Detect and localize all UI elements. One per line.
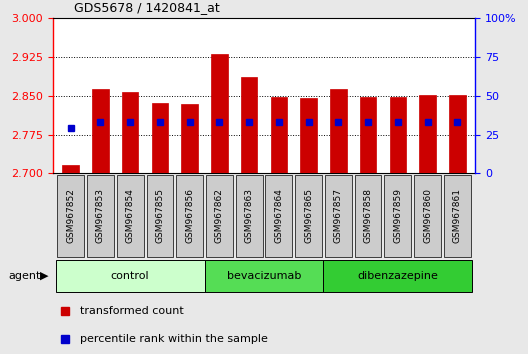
Bar <box>152 103 168 173</box>
Bar <box>360 97 376 173</box>
FancyBboxPatch shape <box>384 175 411 257</box>
FancyBboxPatch shape <box>206 175 233 257</box>
Text: GSM967854: GSM967854 <box>126 188 135 244</box>
FancyBboxPatch shape <box>87 175 114 257</box>
FancyBboxPatch shape <box>325 175 352 257</box>
Bar <box>182 104 198 173</box>
Bar <box>300 98 317 173</box>
Text: GSM967859: GSM967859 <box>393 188 402 244</box>
Bar <box>271 97 287 173</box>
Bar <box>211 54 228 173</box>
Text: GSM967860: GSM967860 <box>423 188 432 244</box>
Text: GSM967857: GSM967857 <box>334 188 343 244</box>
Text: ▶: ▶ <box>40 271 48 281</box>
Text: GSM967865: GSM967865 <box>304 188 313 244</box>
Text: control: control <box>111 271 149 281</box>
Text: GSM967853: GSM967853 <box>96 188 105 244</box>
Bar <box>390 97 406 173</box>
FancyBboxPatch shape <box>204 260 324 292</box>
FancyBboxPatch shape <box>57 175 84 257</box>
Text: GDS5678 / 1420841_at: GDS5678 / 1420841_at <box>74 1 220 14</box>
Bar <box>330 89 346 173</box>
Text: GSM967855: GSM967855 <box>155 188 164 244</box>
Bar <box>419 95 436 173</box>
FancyBboxPatch shape <box>56 260 204 292</box>
Text: GSM967852: GSM967852 <box>66 188 75 244</box>
Bar <box>449 95 466 173</box>
FancyBboxPatch shape <box>414 175 441 257</box>
Text: dibenzazepine: dibenzazepine <box>357 271 438 281</box>
Text: agent: agent <box>8 271 40 281</box>
FancyBboxPatch shape <box>176 175 203 257</box>
FancyBboxPatch shape <box>266 175 293 257</box>
FancyBboxPatch shape <box>355 175 382 257</box>
Text: GSM967863: GSM967863 <box>244 188 253 244</box>
Bar <box>122 92 138 173</box>
FancyBboxPatch shape <box>324 260 472 292</box>
Bar <box>241 78 257 173</box>
Text: GSM967856: GSM967856 <box>185 188 194 244</box>
Text: GSM967858: GSM967858 <box>364 188 373 244</box>
FancyBboxPatch shape <box>444 175 471 257</box>
Text: percentile rank within the sample: percentile rank within the sample <box>80 334 268 344</box>
FancyBboxPatch shape <box>235 175 262 257</box>
Text: GSM967864: GSM967864 <box>275 188 284 244</box>
Text: GSM967862: GSM967862 <box>215 188 224 244</box>
Text: GSM967861: GSM967861 <box>453 188 462 244</box>
Bar <box>92 89 109 173</box>
FancyBboxPatch shape <box>146 175 173 257</box>
Text: bevacizumab: bevacizumab <box>227 271 301 281</box>
Text: transformed count: transformed count <box>80 306 184 316</box>
FancyBboxPatch shape <box>117 175 144 257</box>
FancyBboxPatch shape <box>295 175 322 257</box>
Bar <box>62 165 79 173</box>
